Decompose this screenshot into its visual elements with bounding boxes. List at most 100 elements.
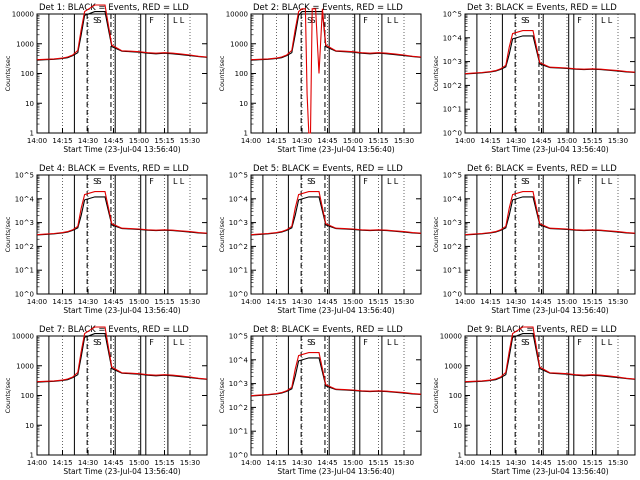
y-tick-label: 10^5 (443, 11, 462, 19)
y-tick-label: 10^4 (443, 195, 463, 203)
x-tick-label: 14:15 (52, 298, 72, 306)
y-tick-label: 1000 (16, 362, 34, 370)
x-tick-label: 15:15 (582, 459, 602, 467)
x-tick-label: 15:15 (154, 459, 174, 467)
x-tick-label: 14:30 (292, 298, 312, 306)
marker-label: L (173, 177, 178, 186)
x-tick-label: 14:30 (78, 459, 98, 467)
x-tick-label: 14:00 (241, 137, 261, 145)
y-tick-label: 100 (449, 392, 462, 400)
x-tick-label: 14:45 (317, 459, 337, 467)
marker-label: L (180, 338, 185, 347)
marker-label: S (307, 338, 312, 347)
x-tick-label: 14:30 (78, 298, 98, 306)
marker-label: S (93, 16, 98, 25)
x-tick-label: 14:30 (292, 459, 312, 467)
y-tick-label: 1000 (444, 362, 462, 370)
x-tick-label: 15:00 (557, 459, 577, 467)
panel-det-8: Det 8: BLACK = Events, RED = LLD SS F L L 10^… (218, 325, 422, 476)
lld-series-line (250, 352, 422, 397)
x-tick-label: 15:15 (582, 137, 602, 145)
x-tick-label: 15:30 (180, 137, 200, 145)
lld-series-line (250, 191, 422, 236)
x-axis-label: Start Time (23-Jul-04 13:56:40) (491, 306, 608, 315)
y-tick-label: 1 (30, 130, 34, 138)
lld-series-line (36, 191, 208, 236)
marker-label: L (180, 177, 185, 186)
y-tick-label: 10000 (12, 333, 34, 341)
plot-frame (36, 174, 208, 295)
x-tick-label: 15:00 (129, 298, 149, 306)
marker-label: F (577, 338, 582, 347)
marker-label: S (93, 177, 98, 186)
y-tick-label: 10^3 (443, 219, 462, 227)
marker-label: S (521, 177, 526, 186)
x-tick-label: 14:15 (52, 459, 72, 467)
x-axis-label: Start Time (23-Jul-04 13:56:40) (63, 306, 180, 315)
x-tick-label: 14:15 (266, 137, 286, 145)
y-tick-label: 10^3 (443, 58, 462, 66)
marker-label: S (521, 338, 526, 347)
x-tick-label: 14:15 (266, 298, 286, 306)
y-tick-label: 100 (21, 70, 34, 78)
x-tick-label: 15:00 (343, 459, 363, 467)
y-tick-label: 10^3 (229, 380, 248, 388)
panel-det-2: Det 2: BLACK = Events, RED = LLD SS F L L 1 10… (218, 3, 422, 154)
panel-title: Det 4: BLACK = Events, RED = LLD (39, 164, 189, 174)
x-tick-label: 15:15 (154, 298, 174, 306)
marker-label: L (387, 338, 392, 347)
x-tick-label: 15:30 (180, 459, 200, 467)
x-tick-label: 15:15 (368, 459, 388, 467)
marker-label: S (311, 16, 316, 25)
plot-frame (464, 13, 636, 134)
plot-frame (250, 13, 422, 134)
marker-label: F (363, 177, 368, 186)
x-axis-label: Start Time (23-Jul-04 13:56:40) (277, 467, 394, 476)
x-tick-label: 14:00 (27, 459, 47, 467)
panel-det-5: Det 5: BLACK = Events, RED = LLD SS F L L 10^… (218, 164, 422, 315)
y-tick-label: 1000 (16, 40, 34, 48)
y-tick-label: 10^3 (229, 219, 248, 227)
marker-label: S (525, 338, 530, 347)
y-tick-label: 10^3 (15, 219, 34, 227)
x-tick-label: 14:00 (455, 137, 475, 145)
x-tick-label: 14:30 (506, 137, 526, 145)
y-tick-label: 10^2 (229, 404, 248, 412)
x-tick-label: 15:30 (180, 298, 200, 306)
marker-label: L (173, 16, 178, 25)
plot-frame (464, 174, 636, 295)
x-tick-label: 15:00 (343, 298, 363, 306)
marker-label: S (525, 177, 530, 186)
y-tick-label: 10^2 (443, 82, 462, 90)
x-axis-label: Start Time (23-Jul-04 13:56:40) (63, 145, 180, 154)
y-tick-label: 10^0 (443, 130, 462, 138)
y-tick-label: 10 (453, 422, 462, 430)
marker-label: L (180, 16, 185, 25)
x-tick-label: 14:15 (480, 459, 500, 467)
y-tick-label: 10^0 (443, 291, 462, 299)
x-tick-label: 14:45 (317, 137, 337, 145)
y-tick-label: 10^4 (229, 195, 249, 203)
y-tick-label: 10000 (440, 333, 462, 341)
y-tick-label: 10^2 (443, 243, 462, 251)
panel-det-3: Det 3: BLACK = Events, RED = LLD SS F L L 10^… (432, 3, 636, 154)
events-series-line (464, 333, 636, 383)
x-tick-label: 14:15 (480, 298, 500, 306)
x-axis-label: Start Time (23-Jul-04 13:56:40) (491, 145, 608, 154)
x-tick-label: 15:15 (368, 298, 388, 306)
x-axis-label: Start Time (23-Jul-04 13:56:40) (277, 145, 394, 154)
x-tick-label: 15:15 (154, 137, 174, 145)
marker-label: L (394, 338, 399, 347)
panel-title: Det 3: BLACK = Events, RED = LLD (467, 3, 617, 13)
x-tick-label: 14:00 (241, 459, 261, 467)
y-tick-label: 10^1 (443, 267, 462, 275)
panel-title: Det 2: BLACK = Events, RED = LLD (253, 3, 403, 13)
x-tick-label: 15:15 (368, 137, 388, 145)
x-tick-label: 14:45 (103, 137, 123, 145)
marker-label: S (307, 177, 312, 186)
panel-title: Det 7: BLACK = Events, RED = LLD (39, 325, 189, 335)
marker-label: S (97, 16, 102, 25)
panel-det-4: Det 4: BLACK = Events, RED = LLD SS F L L 10^… (4, 164, 208, 315)
y-tick-label: 10^0 (229, 291, 248, 299)
